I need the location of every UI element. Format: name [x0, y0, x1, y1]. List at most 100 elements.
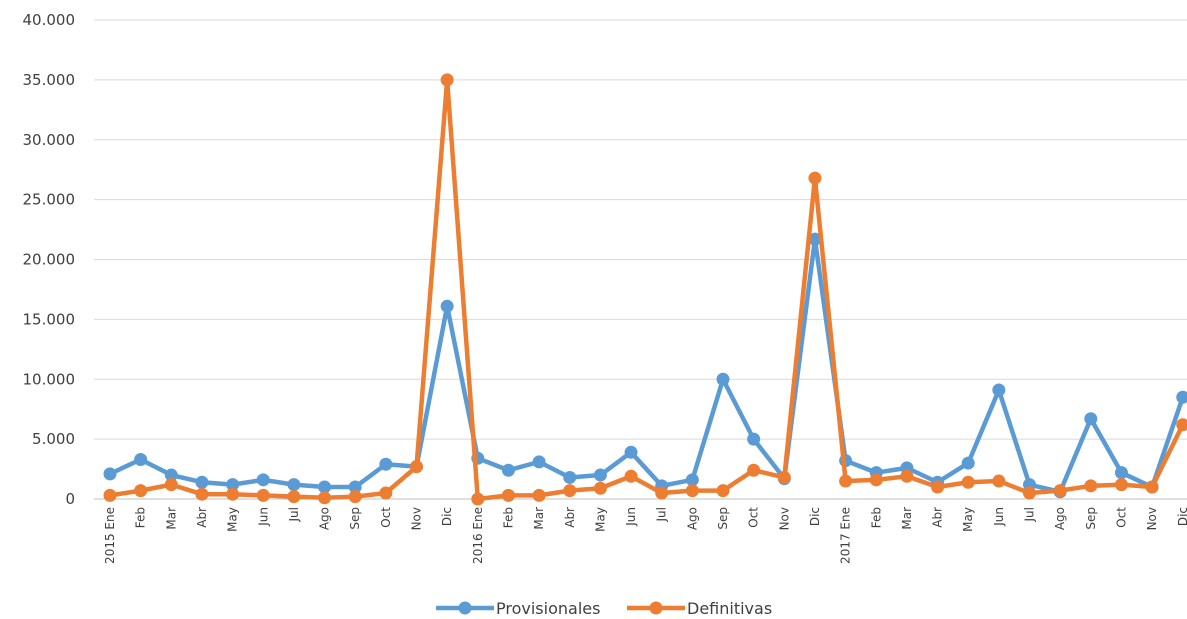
- legend-item: Definitivas: [627, 599, 772, 618]
- data-point: [1023, 486, 1036, 500]
- y-tick-label: 30.000: [23, 131, 76, 149]
- data-point: [777, 470, 791, 484]
- data-point: [532, 455, 546, 469]
- x-tick-label: Jun: [624, 507, 638, 527]
- legend-label: Definitivas: [687, 599, 772, 618]
- x-tick-year: 2017: [839, 533, 853, 564]
- data-point: [501, 488, 515, 502]
- data-point: [195, 475, 209, 489]
- x-tick-label: May: [226, 507, 240, 532]
- y-tick-label: 25.000: [23, 191, 76, 209]
- legend: Provisionales Definitivas: [436, 599, 772, 618]
- x-tick-label: Oct: [747, 507, 761, 528]
- x-tick-label: Jul: [287, 507, 301, 522]
- x-tick-label: Feb: [134, 507, 148, 528]
- x-tick-label: Nov: [410, 507, 424, 530]
- data-point: [1084, 479, 1098, 493]
- data-point: [1114, 466, 1128, 480]
- data-point: [931, 480, 945, 494]
- data-point: [808, 232, 822, 246]
- data-point: [624, 445, 638, 459]
- x-tick-label: Dic: [440, 507, 454, 526]
- data-point: [1084, 412, 1098, 426]
- data-point: [195, 487, 209, 501]
- data-point: [624, 469, 638, 483]
- data-point: [869, 473, 883, 487]
- y-tick-label: 40.000: [23, 11, 76, 29]
- x-tick-label: Feb: [869, 507, 883, 528]
- data-point: [471, 492, 485, 506]
- x-tick-label: Abr: [563, 507, 577, 528]
- data-point: [1114, 478, 1128, 492]
- series-line: [109, 77, 1185, 502]
- y-tick-label: 0: [65, 490, 75, 508]
- data-point: [440, 73, 454, 87]
- data-point: [287, 478, 301, 492]
- x-tick-label: 2015 Ene: [103, 507, 117, 564]
- x-tick-label: Ago: [318, 507, 332, 530]
- data-point: [1145, 480, 1159, 494]
- data-point: [164, 478, 178, 492]
- series-line: [109, 236, 1185, 495]
- data-point: [134, 452, 148, 466]
- legend-item: Provisionales: [436, 599, 600, 618]
- data-point: [226, 487, 240, 501]
- data-point: [992, 474, 1006, 488]
- x-tick-label: Feb: [501, 507, 515, 528]
- y-tick-label: 20.000: [23, 251, 76, 269]
- legend-label: Provisionales: [496, 599, 600, 618]
- x-tick-label: Oct: [1114, 507, 1128, 528]
- data-point: [501, 463, 515, 477]
- data-point: [1053, 484, 1067, 498]
- data-point: [164, 468, 178, 482]
- data-point: [1176, 418, 1187, 432]
- data-point: [318, 480, 332, 494]
- x-tick-year: 2015: [103, 533, 117, 564]
- x-tick-month: Ene: [103, 507, 117, 533]
- gridlines: [94, 19, 1187, 500]
- data-point: [685, 484, 699, 498]
- data-point: [900, 469, 914, 483]
- data-point: [992, 383, 1006, 397]
- x-tick-label: Jun: [992, 507, 1006, 527]
- y-tick-label: 5.000: [32, 430, 75, 448]
- x-tick-label: Sep: [716, 507, 730, 530]
- data-point: [103, 488, 117, 502]
- x-tick-label: May: [961, 507, 975, 532]
- data-point: [410, 460, 423, 474]
- data-point: [318, 491, 332, 505]
- x-tick-label: 2016 Ene: [471, 507, 485, 564]
- x-tick-label: Mar: [900, 507, 914, 530]
- data-point: [808, 171, 822, 185]
- y-axis-ticks: 0 5.000 10.000 15.000 20.000 25.000 30.000 35.0…: [23, 11, 76, 508]
- x-tick-label: Jul: [1023, 507, 1037, 522]
- x-tick-label: Sep: [348, 507, 362, 530]
- x-tick-label: Nov: [1145, 507, 1159, 530]
- data-point: [593, 481, 607, 495]
- data-point: [226, 478, 240, 492]
- data-point: [532, 488, 546, 502]
- series-definitivas: [103, 73, 1187, 506]
- data-point: [685, 473, 699, 487]
- x-tick-label: Dic: [1176, 507, 1187, 526]
- data-point: [747, 463, 761, 477]
- y-tick-label: 15.000: [23, 310, 76, 328]
- data-point: [379, 457, 393, 471]
- x-tick-label: Ago: [685, 507, 699, 530]
- data-point: [655, 486, 669, 500]
- x-tick-label: Dic: [808, 507, 822, 526]
- series-provisionales: [103, 232, 1187, 499]
- x-tick-label: Ago: [1053, 507, 1067, 530]
- data-point: [593, 468, 607, 482]
- data-point: [961, 456, 975, 470]
- x-tick-label: Mar: [532, 507, 546, 530]
- data-point: [1176, 390, 1187, 404]
- y-tick-label: 35.000: [23, 71, 76, 89]
- x-tick-label: Jul: [655, 507, 669, 522]
- data-point: [348, 490, 362, 504]
- data-point: [287, 490, 301, 504]
- x-tick-label: Oct: [379, 507, 393, 528]
- data-point: [747, 432, 761, 446]
- x-tick-month: Ene: [839, 507, 853, 533]
- data-point: [379, 486, 393, 500]
